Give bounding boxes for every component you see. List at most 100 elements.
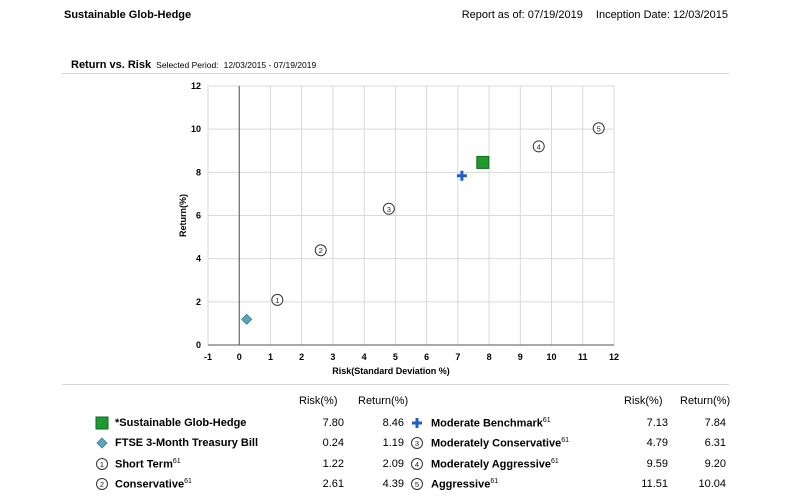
legend-marker-shape-label: 4	[415, 460, 419, 469]
report-dates: Report as of: 07/19/2019 Inception Date:…	[452, 9, 728, 21]
legend-return-value: 1.19	[382, 437, 404, 449]
footnote-ref: 61	[490, 478, 499, 485]
footnote-ref: 61	[172, 458, 181, 465]
legend-marker-shape	[411, 458, 423, 470]
legend-col-return-left: Return(%)	[358, 395, 409, 407]
legend-name-text: Moderately Conservative	[431, 437, 562, 450]
legend-risk-value: 7.13	[646, 417, 668, 429]
legend-return-value: 8.46	[382, 417, 404, 429]
footnote-ref: 61	[551, 458, 559, 465]
data-point-label: 5	[597, 124, 601, 133]
legend-marker-shape	[96, 478, 108, 490]
report-as-of: Report as of: 07/19/2019	[461, 9, 583, 21]
legend-name-text: Conservative	[115, 478, 185, 491]
data-point	[456, 170, 467, 181]
legend-name: *Sustainable Glob-Hedge	[115, 417, 246, 429]
data-point-label: 4	[537, 142, 541, 151]
x-tick-label: 0	[237, 352, 242, 362]
data-point	[382, 202, 395, 215]
data-point	[314, 244, 327, 257]
legend-return-value: 4.39	[382, 478, 404, 490]
legend-risk-value: 0.24	[322, 437, 344, 449]
y-tick-label: 10	[191, 124, 201, 134]
legend-name: Aggressive61	[431, 478, 498, 491]
legend-marker-shape	[411, 437, 423, 449]
data-point	[476, 155, 490, 169]
legend-risk-value: 2.61	[322, 478, 344, 490]
legend-name: FTSE 3-Month Treasury Bill	[115, 437, 258, 449]
x-tick-label: 10	[547, 352, 557, 362]
data-point	[241, 313, 253, 325]
y-tick-label: 0	[196, 340, 201, 350]
legend-name: Moderate Benchmark61	[431, 417, 551, 430]
y-tick-label: 4	[196, 254, 201, 264]
legend-marker	[96, 437, 108, 449]
y-tick-label: 8	[196, 167, 201, 177]
legend-marker-shape-label: 2	[100, 480, 104, 489]
footnote-ref: 61	[184, 478, 192, 485]
section-title: Return vs. Risk Selected Period: 12/03/2…	[71, 59, 316, 71]
legend-return-value: 6.31	[704, 437, 726, 449]
legend-return-value: 9.20	[704, 458, 726, 470]
x-tick-label: 5	[393, 352, 398, 362]
x-axis-label: Risk(Standard Deviation %)	[332, 366, 450, 376]
x-tick-label: -1	[204, 352, 212, 362]
legend-name-text: *Sustainable Glob-Hedge	[115, 417, 247, 429]
legend-marker-shape-label: 5	[415, 480, 419, 489]
legend-name: Conservative61	[115, 478, 192, 491]
legend-col-risk-right: Risk(%)	[624, 395, 663, 407]
legend-marker	[95, 416, 109, 430]
legend-marker-shape	[95, 416, 109, 430]
legend-return-value: 10.04	[698, 478, 726, 490]
legend-risk-value: 7.80	[322, 417, 344, 429]
legend-risk-value: 11.51	[641, 478, 668, 490]
x-tick-label: 1	[268, 352, 273, 362]
y-tick-label: 6	[196, 211, 201, 221]
legend-risk-value: 9.59	[646, 458, 668, 470]
y-tick-label: 12	[191, 81, 201, 91]
inception-date: Inception Date: 12/03/2015	[595, 9, 728, 21]
legend-col-risk-left: Risk(%)	[299, 395, 338, 407]
x-tick-label: 9	[518, 352, 523, 362]
legend-marker: 4	[411, 458, 423, 470]
legend-risk-value: 1.22	[322, 458, 344, 470]
legend-marker: 2	[96, 478, 108, 490]
section-divider	[62, 73, 729, 74]
legend-name: Moderately Conservative61	[431, 437, 569, 450]
x-tick-label: 6	[424, 352, 429, 362]
y-tick-label: 2	[196, 297, 201, 307]
legend-name: Short Term61	[115, 458, 181, 471]
x-tick-label: 8	[487, 352, 492, 362]
legend-col-return-right: Return(%)	[680, 395, 731, 407]
data-point	[532, 140, 545, 153]
legend-marker-shape	[96, 458, 108, 470]
x-tick-label: 2	[299, 352, 304, 362]
data-point-label: 3	[387, 205, 391, 214]
legend-marker-shape	[411, 478, 423, 490]
data-point	[271, 293, 284, 306]
legend-name-text: FTSE 3-Month Treasury Bill	[115, 437, 259, 449]
legend-marker-shape-label: 1	[100, 460, 104, 469]
legend-marker	[412, 418, 422, 428]
x-tick-label: 3	[330, 352, 335, 362]
x-tick-label: 7	[455, 352, 460, 362]
data-point-label: 1	[275, 296, 279, 305]
section-title-text: Return vs. Risk	[71, 59, 152, 71]
data-point-label: 2	[319, 246, 323, 255]
x-tick-label: 4	[362, 352, 367, 362]
data-point	[592, 122, 605, 135]
footnote-ref: 61	[561, 437, 570, 444]
x-tick-label: 12	[609, 352, 619, 362]
x-tick-label: 11	[578, 352, 588, 362]
period-range: 12/03/2015 - 07/19/2019	[223, 60, 317, 70]
legend-name-text: Short Term	[115, 458, 173, 471]
footnote-ref: 61	[542, 417, 551, 424]
legend-name: Moderately Aggressive61	[431, 458, 559, 471]
legend-marker-shape	[412, 418, 422, 428]
legend-marker: 5	[411, 478, 423, 490]
fund-title: Sustainable Glob-Hedge	[64, 9, 192, 21]
legend-marker: 1	[96, 458, 108, 470]
legend-marker: 3	[411, 437, 423, 449]
